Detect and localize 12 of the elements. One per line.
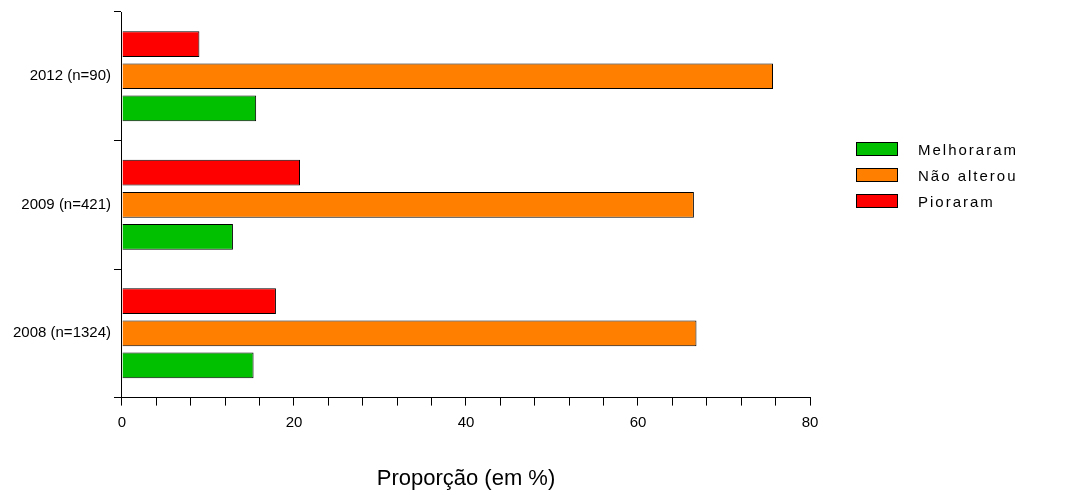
legend-label: Não alterou: [918, 166, 1018, 184]
legend-label: Pioraram: [918, 192, 995, 210]
x-tick-label: 20: [285, 412, 303, 430]
y-tick-label: 2008 (n=1324): [13, 323, 111, 341]
x-tick-label: 60: [629, 412, 647, 430]
legend-label: Melhoraram: [918, 140, 1019, 158]
x-tick-label: 80: [801, 412, 819, 430]
y-tick-label: 2012 (n=90): [29, 66, 111, 84]
x-tick-label: 0: [117, 412, 127, 430]
x-axis-title: Proporção (em %): [376, 464, 556, 490]
x-tick-label: 40: [457, 412, 475, 430]
y-tick-label: 2009 (n=421): [21, 194, 111, 212]
